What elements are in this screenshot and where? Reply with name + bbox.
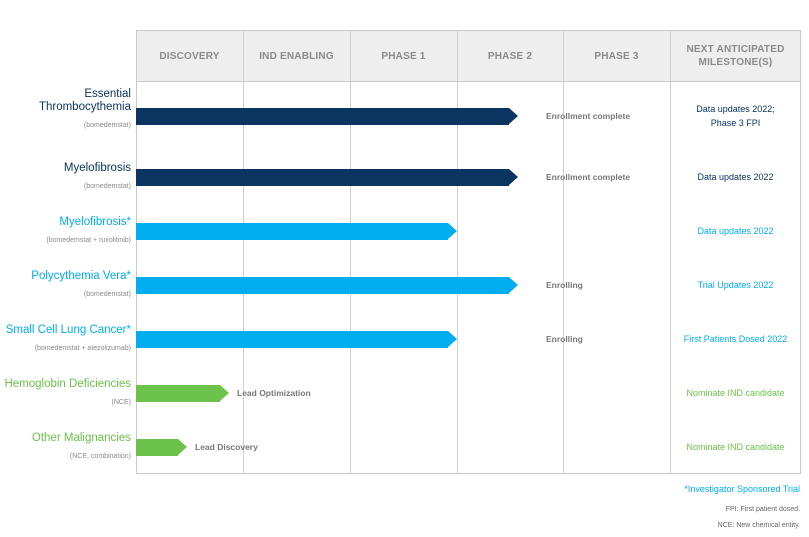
program-title: Essential bbox=[84, 88, 131, 100]
progress-bar-body bbox=[136, 222, 448, 240]
program-compound: (NCE, combination) bbox=[69, 453, 131, 460]
program-compound: (bomedemstat + atezolizumab) bbox=[34, 345, 131, 352]
program-milestone: Phase 3 FPI bbox=[710, 118, 761, 128]
progress-bar-body bbox=[136, 168, 509, 186]
program-milestone: Nominate IND candidate bbox=[686, 388, 785, 398]
footnote-nce: NCE: New chemical entity. bbox=[717, 522, 800, 529]
progress-bar bbox=[136, 222, 457, 240]
column-divider bbox=[670, 30, 671, 474]
program-compound: (bomedemstat + ruxolitinib) bbox=[46, 237, 131, 244]
program-milestone: Data updates 2022 bbox=[697, 172, 774, 182]
program-compound: (bomedemstat) bbox=[83, 291, 131, 298]
arrow-tip-icon bbox=[509, 107, 518, 124]
program-compound: (bomedemstat) bbox=[83, 183, 131, 190]
program-status: Enrolling bbox=[546, 280, 583, 290]
progress-bar-body bbox=[136, 276, 509, 294]
column-header-5: NEXT ANTICIPATED MILESTONE(S) bbox=[686, 44, 785, 68]
progress-bar-body bbox=[136, 438, 178, 456]
column-divider bbox=[563, 30, 564, 474]
arrow-tip-icon bbox=[178, 438, 187, 455]
program-status: Enrollment complete bbox=[546, 111, 631, 121]
progress-bar bbox=[136, 276, 518, 294]
progress-bar-body bbox=[136, 330, 448, 348]
program-status: Enrolling bbox=[546, 334, 583, 344]
progress-bar bbox=[136, 330, 457, 348]
program-milestone: Trial Updates 2022 bbox=[697, 280, 774, 290]
footnote-investigator: *Investigator Sponsored Trial bbox=[684, 484, 800, 494]
pipeline-header bbox=[136, 30, 801, 82]
program-title: Other Malignancies bbox=[31, 432, 131, 444]
arrow-tip-icon bbox=[220, 384, 229, 401]
program-title: Small Cell Lung Cancer* bbox=[5, 324, 131, 336]
program-status: Lead Discovery bbox=[195, 442, 258, 452]
column-header-4: PHASE 3 bbox=[594, 50, 639, 62]
program-milestone: Nominate IND candidate bbox=[686, 442, 785, 452]
program-status: Enrollment complete bbox=[546, 172, 631, 182]
program-milestone: First Patients Dosed 2022 bbox=[683, 334, 788, 344]
progress-bar bbox=[136, 438, 187, 456]
arrow-tip-icon bbox=[448, 222, 457, 239]
arrow-tip-icon bbox=[509, 168, 518, 185]
pipeline-grid bbox=[136, 30, 801, 474]
progress-bar bbox=[136, 384, 229, 402]
arrow-tip-icon bbox=[448, 330, 457, 347]
program-title: Thrombocythemia bbox=[38, 101, 131, 113]
program-compound: (NCE) bbox=[111, 399, 131, 406]
progress-bar bbox=[136, 107, 518, 125]
arrow-tip-icon bbox=[509, 276, 518, 293]
program-milestone: Data updates 2022 bbox=[697, 226, 774, 236]
column-divider bbox=[457, 30, 458, 474]
progress-bar-body bbox=[136, 384, 220, 402]
column-header-3: PHASE 2 bbox=[487, 50, 533, 62]
column-header-2: PHASE 1 bbox=[381, 50, 426, 62]
program-title: Polycythemia Vera* bbox=[31, 270, 131, 282]
program-compound: (bomedemstat) bbox=[83, 122, 131, 129]
program-title: Myelofibrosis bbox=[63, 162, 131, 174]
progress-bar bbox=[136, 168, 518, 186]
program-milestone: Data updates 2022; bbox=[696, 104, 775, 114]
column-divider bbox=[350, 30, 351, 474]
program-status: Lead Optimization bbox=[237, 388, 311, 398]
column-divider bbox=[243, 30, 244, 474]
program-title: Hemoglobin Deficiencies bbox=[4, 378, 131, 390]
column-header-0: DISCOVERY bbox=[159, 50, 220, 62]
column-header-1: IND ENABLING bbox=[259, 50, 334, 62]
progress-bar-body bbox=[136, 107, 509, 125]
program-title: Myelofibrosis* bbox=[59, 216, 131, 228]
footnote-fpi: FPI: First patient dosed. bbox=[725, 506, 800, 513]
